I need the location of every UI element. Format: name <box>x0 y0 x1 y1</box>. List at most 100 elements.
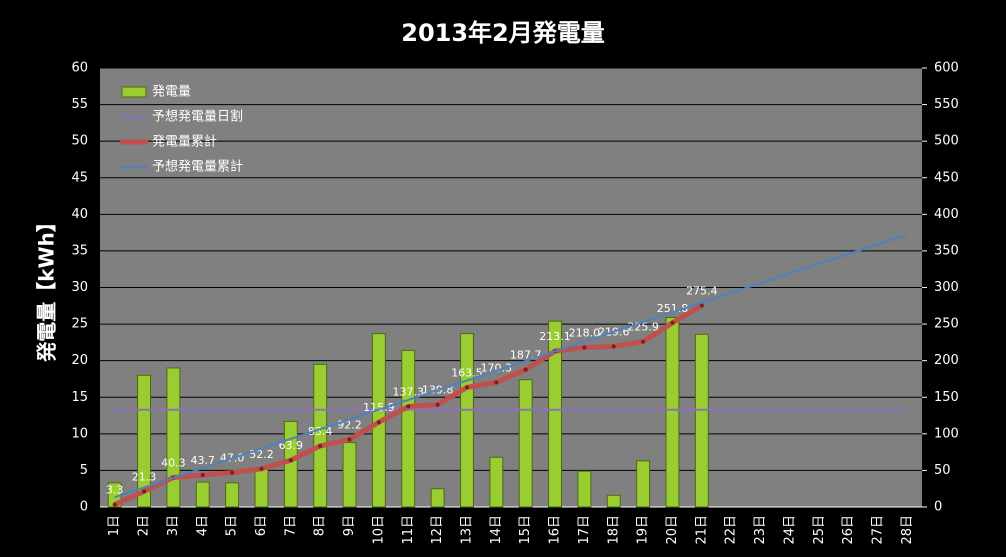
x-tick-label: 21日 <box>694 515 709 545</box>
x-tick-label: 8日 <box>313 515 328 536</box>
y-tick-label: 40 <box>71 207 88 222</box>
y-tick-label: 30 <box>71 280 88 295</box>
y-axis-title: 発電量【kWh】 <box>35 212 59 363</box>
x-tick-label: 28日 <box>900 515 915 545</box>
y2-tick-label: 550 <box>934 97 959 112</box>
x-tick-label: 14日 <box>489 515 504 545</box>
data-label: 170.3 <box>481 361 513 374</box>
marker <box>230 470 235 475</box>
data-label: 251.8 <box>657 302 689 315</box>
marker <box>670 320 675 325</box>
x-tick-label: 12日 <box>430 515 445 545</box>
line <box>114 233 908 499</box>
y-tick-label: 15 <box>71 390 88 405</box>
y-tick-label: 25 <box>71 317 88 332</box>
data-label: 275.4 <box>686 284 718 297</box>
data-label: 163.5 <box>451 366 483 379</box>
marker <box>112 502 117 507</box>
x-tick-label: 16日 <box>548 515 563 545</box>
y2-tick-label: 400 <box>934 207 959 222</box>
bar <box>225 482 240 508</box>
data-label: 43.7 <box>191 454 216 467</box>
marker <box>376 420 381 425</box>
bar <box>137 374 151 508</box>
data-label: 187.7 <box>510 349 542 362</box>
data-label: 92.2 <box>337 419 362 432</box>
y2-tick-label: 250 <box>934 317 959 332</box>
y-tick-label: 10 <box>71 426 88 441</box>
data-label: 218.0 <box>569 326 601 339</box>
bar <box>606 494 621 508</box>
y-tick-label: 35 <box>71 243 88 258</box>
bar <box>283 420 298 508</box>
bar <box>401 349 416 508</box>
marker <box>464 385 469 390</box>
marker <box>523 367 528 372</box>
legend-label: 発電量 <box>152 85 191 100</box>
y2-tick-label: 500 <box>934 134 959 149</box>
marker <box>582 345 587 350</box>
data-label: 21.3 <box>132 470 157 483</box>
marker <box>142 489 147 494</box>
bar <box>342 442 357 508</box>
data-label: 83.4 <box>308 425 333 438</box>
marker <box>200 473 205 478</box>
x-tick-label: 23日 <box>753 515 768 545</box>
marker <box>288 458 293 463</box>
x-tick-label: 24日 <box>782 515 797 545</box>
x-tick-label: 2日 <box>137 515 152 536</box>
y2-tick-label: 50 <box>934 463 951 478</box>
data-label: 63.9 <box>279 439 304 452</box>
x-tick-label: 10日 <box>371 515 386 545</box>
y2-tick-label: 0 <box>934 500 942 515</box>
marker <box>318 443 323 448</box>
data-label: 137.3 <box>393 386 425 399</box>
x-tick-label: 5日 <box>225 515 240 536</box>
y-tick-label: 50 <box>71 134 88 149</box>
data-label: 3.3 <box>106 484 124 497</box>
chart-title: 2013年2月発電量 <box>401 19 605 47</box>
bar <box>460 333 474 508</box>
y2-tick-label: 300 <box>934 280 959 295</box>
data-label: 40.3 <box>161 457 186 470</box>
x-tick-label: 11日 <box>401 515 416 545</box>
y2-tick-label: 200 <box>934 353 959 368</box>
bar <box>313 363 328 508</box>
legend-label: 予想発電量日割 <box>152 109 243 125</box>
marker <box>259 466 264 471</box>
bar <box>694 333 709 508</box>
marker <box>435 402 440 407</box>
y-tick-label: 20 <box>71 353 88 368</box>
bar <box>195 481 210 508</box>
y2-tick-label: 600 <box>934 61 959 76</box>
marker <box>406 404 411 409</box>
x-tick-label: 18日 <box>606 515 621 545</box>
y2-tick-label: 450 <box>934 170 959 185</box>
y2-tick-label: 350 <box>934 243 959 258</box>
x-tick-label: 25日 <box>812 515 827 545</box>
y2-tick-label: 150 <box>934 390 959 405</box>
x-tick-label: 9日 <box>342 515 357 536</box>
bar <box>577 470 592 508</box>
bar <box>166 367 181 508</box>
bar <box>518 379 533 508</box>
x-tick-label: 26日 <box>841 515 856 545</box>
bar <box>636 460 651 508</box>
x-tick-label: 13日 <box>459 515 474 545</box>
marker <box>611 344 616 349</box>
x-tick-label: 6日 <box>254 515 269 536</box>
legend-swatch <box>121 86 147 98</box>
legend-label: 発電量累計 <box>152 134 217 150</box>
x-tick-label: 19日 <box>636 515 651 545</box>
legend-label: 予想発電量累計 <box>152 159 243 175</box>
x-tick-label: 15日 <box>518 515 533 545</box>
y-tick-label: 0 <box>80 500 88 515</box>
bar <box>254 468 269 508</box>
marker <box>641 339 646 344</box>
marker <box>699 303 704 308</box>
y-tick-label: 55 <box>71 97 88 112</box>
y-tick-label: 5 <box>80 463 88 478</box>
x-tick-label: 1日 <box>107 515 122 536</box>
x-tick-label: 4日 <box>195 515 210 536</box>
